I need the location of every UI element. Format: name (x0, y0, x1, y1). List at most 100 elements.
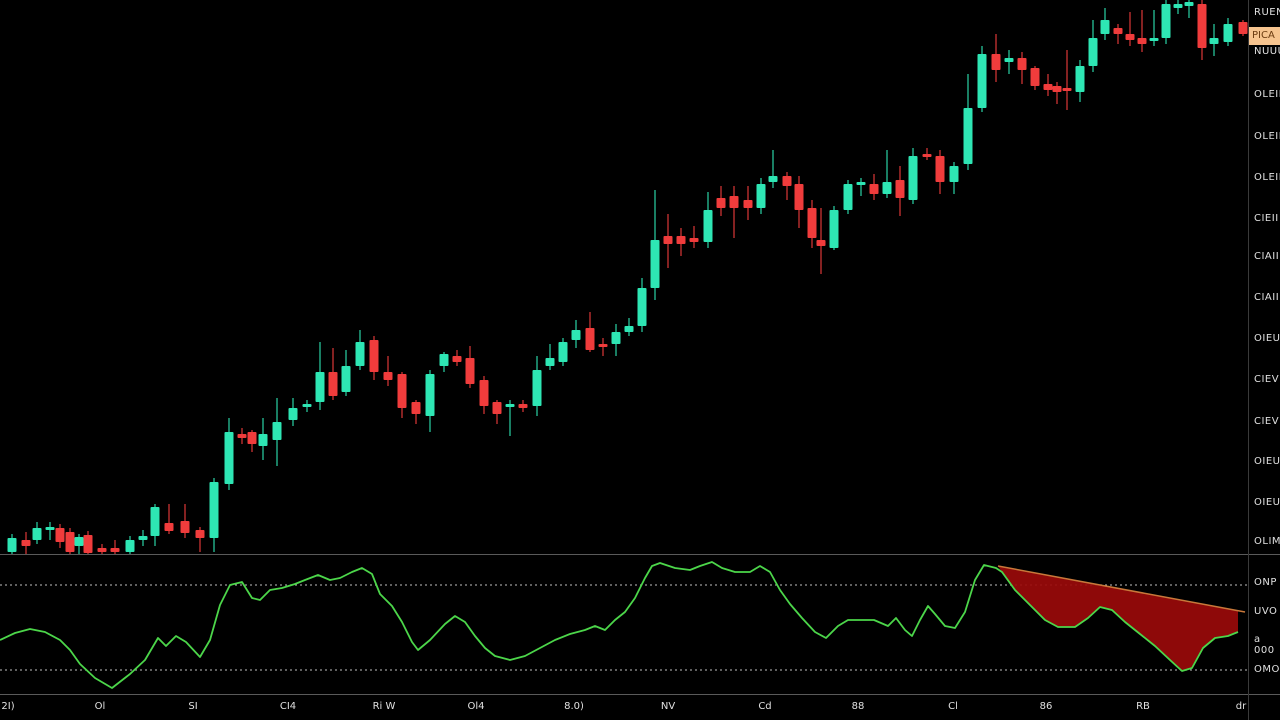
candle (908, 148, 918, 204)
candle (328, 348, 338, 400)
candle (237, 428, 247, 444)
candle (383, 356, 393, 386)
candle (1209, 24, 1219, 56)
candle (1062, 50, 1072, 110)
price-axis-label: OIEU (1254, 497, 1280, 508)
candle (1075, 60, 1085, 102)
candle (1043, 74, 1053, 96)
candle (532, 356, 542, 416)
candle (689, 226, 699, 248)
trendline (997, 565, 1246, 613)
candle (598, 338, 608, 356)
candle (1125, 12, 1135, 46)
candle (209, 478, 219, 552)
time-axis-label: Cd (758, 701, 772, 712)
candle (110, 540, 120, 554)
candle (32, 522, 42, 544)
candle (585, 312, 595, 352)
candle (288, 398, 298, 426)
candle (895, 166, 905, 216)
candle (258, 418, 268, 460)
candle (452, 350, 462, 366)
oscillator-axis-label: a 000 (1254, 634, 1275, 656)
candle (611, 324, 621, 356)
price-axis-label: OIEU (1254, 456, 1280, 467)
candle (545, 344, 555, 370)
candle (21, 532, 31, 554)
candle (1137, 10, 1147, 52)
candle (807, 200, 817, 248)
candle (716, 186, 726, 216)
candle (1030, 66, 1040, 90)
candle (768, 150, 778, 188)
candle (55, 524, 65, 548)
candle (492, 400, 502, 424)
price-axis-label: CIEV (1254, 416, 1280, 427)
oscillator-axis-label: OMO (1254, 664, 1280, 675)
candle (1197, 0, 1207, 60)
price-pane[interactable] (0, 0, 1248, 554)
candle (355, 330, 365, 370)
candle (479, 376, 489, 414)
candle (756, 178, 766, 214)
price-axis-label: OIEU (1254, 333, 1280, 344)
candle (729, 186, 739, 238)
price-axis-label: CIAII (1254, 251, 1280, 262)
price-axis-label: CIEV (1254, 374, 1280, 385)
candle (315, 342, 325, 410)
price-axis-label: CIAII (1254, 292, 1280, 303)
candle (1173, 0, 1183, 14)
candle (1161, 0, 1171, 44)
candle (224, 418, 234, 490)
time-axis-label: Ri W (372, 701, 396, 712)
time-axis-label: dr (1235, 701, 1247, 712)
time-axis-label: 8.0) (564, 701, 584, 712)
candle (180, 504, 190, 538)
time-axis-label: SI (188, 701, 198, 712)
candle (977, 46, 987, 112)
candle (369, 336, 379, 380)
price-axis-label: CIEII (1254, 213, 1279, 224)
candle (624, 318, 634, 336)
oscillator-pane[interactable] (0, 0, 1248, 720)
candle (1017, 52, 1027, 84)
candle (949, 162, 959, 194)
candle (518, 400, 528, 412)
candle (97, 544, 107, 554)
time-axis-label: CI4 (279, 701, 297, 712)
time-axis-label: Cl (948, 701, 958, 712)
price-axis-label: OLEII (1254, 131, 1280, 142)
time-axis-label: RB (1136, 701, 1150, 712)
candlestick-chart (7, 0, 1248, 554)
price-axis-label: OLEII (1254, 172, 1280, 183)
candle (1238, 20, 1248, 36)
candle (743, 186, 753, 220)
oscillator-line (0, 561, 1239, 689)
pane-divider-bottom[interactable] (0, 694, 1280, 695)
current-price-tag: PICA (1249, 27, 1280, 45)
candle (935, 150, 945, 194)
candle (963, 74, 973, 170)
candle (869, 174, 879, 200)
candle (425, 370, 435, 432)
oscillator-axis-label: UVO (1254, 606, 1278, 617)
candle (465, 346, 475, 388)
price-axis-label: OLEII (1254, 89, 1280, 100)
oscillator-axis-label: ONP (1254, 577, 1277, 588)
price-axis-label: OLIM (1254, 536, 1280, 547)
candle (397, 372, 407, 418)
candle (74, 534, 84, 554)
price-axis-divider (1248, 0, 1249, 720)
candle (302, 400, 312, 412)
candle (856, 178, 866, 196)
pane-divider-top[interactable] (0, 554, 1280, 555)
candle (703, 192, 713, 248)
time-axis-label: Ol4 (467, 701, 485, 712)
candle (150, 504, 160, 546)
candle (843, 180, 853, 214)
candle (558, 338, 568, 366)
candle (922, 148, 932, 160)
candle (164, 504, 174, 534)
candle (341, 350, 351, 396)
